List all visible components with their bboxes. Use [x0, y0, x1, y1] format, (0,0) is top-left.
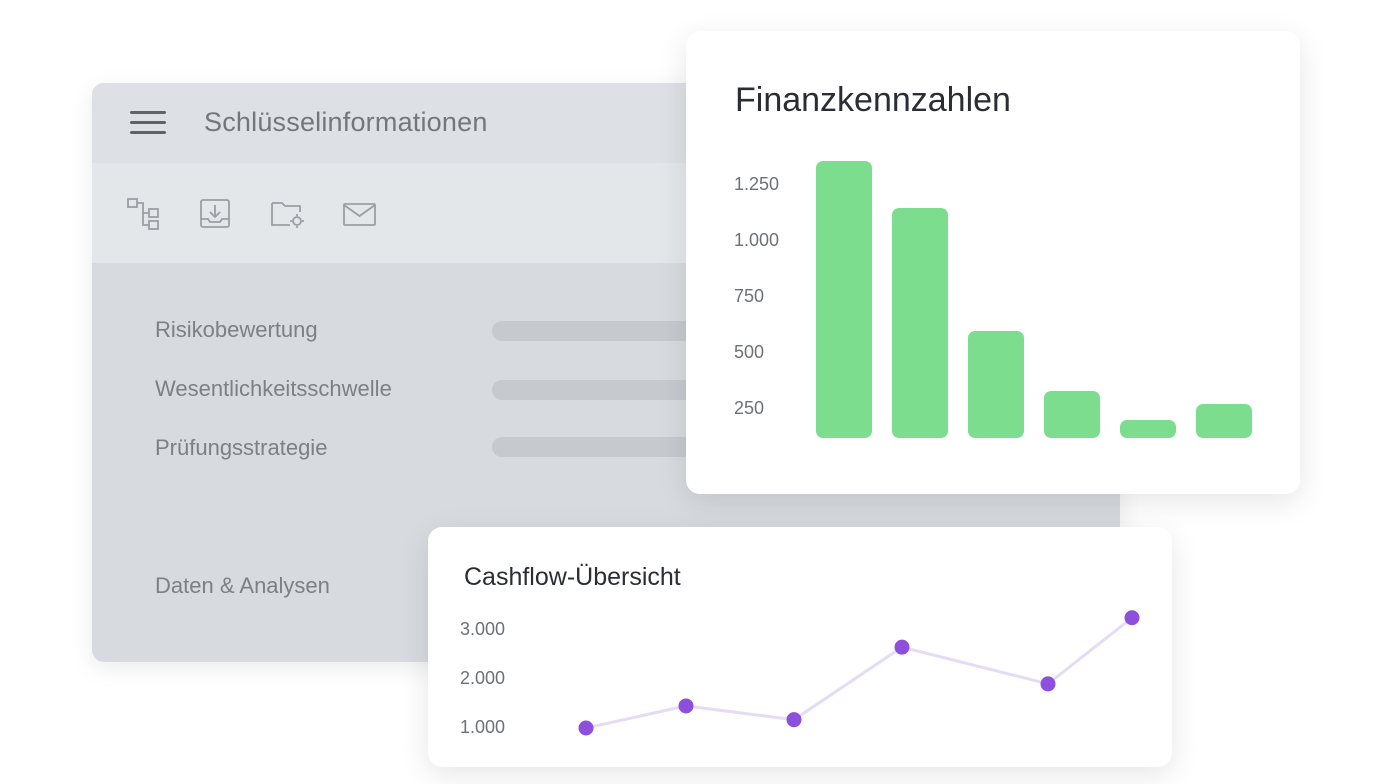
data-analytics-section-label: Daten & Analysen — [155, 573, 330, 598]
download-tray-icon[interactable] — [198, 197, 234, 231]
y-tick-label: 1.000 — [460, 717, 506, 737]
mail-icon[interactable] — [342, 197, 378, 231]
y-tick-label: 750 — [734, 286, 765, 307]
y-tick-label: 500 — [734, 342, 765, 363]
bar — [1196, 404, 1252, 438]
y-tick-label: 1.000 — [734, 230, 780, 251]
folder-settings-icon[interactable] — [270, 197, 306, 231]
chart-title: Finanzkennzahlen — [735, 81, 1011, 119]
data-point — [678, 698, 694, 714]
field-label-audit-strategy: Prüfungsstrategie — [155, 435, 328, 460]
series-line — [585, 616, 1133, 730]
bar — [816, 160, 872, 438]
window-title: Schlüsselinformationen — [204, 107, 488, 137]
bar — [892, 207, 948, 438]
financial-metrics-card: Finanzkennzahlen 1.250 1.000 750 500 250 — [686, 31, 1300, 494]
bar — [1120, 420, 1176, 438]
data-point — [894, 639, 910, 655]
data-point — [786, 712, 802, 728]
hierarchy-icon[interactable] — [127, 197, 163, 231]
data-point — [578, 720, 594, 736]
y-tick-label: 2.000 — [460, 668, 506, 688]
cashflow-overview-card: Cashflow-Übersicht 3.000 2.000 1.000 — [428, 527, 1172, 767]
hamburger-menu-icon[interactable] — [130, 111, 166, 135]
data-point — [1124, 610, 1140, 626]
field-label-risk-assessment: Risikobewertung — [155, 317, 318, 342]
y-tick-label: 1.250 — [734, 174, 780, 195]
chart-title: Cashflow-Übersicht — [464, 563, 681, 591]
y-tick-label: 3.000 — [460, 619, 506, 639]
bar — [1044, 391, 1100, 438]
field-label-materiality-threshold: Wesentlichkeitsschwelle — [155, 376, 392, 401]
data-point — [1040, 676, 1056, 692]
bar — [968, 330, 1024, 438]
cashflow-line-chart — [578, 610, 1140, 736]
y-tick-label: 250 — [734, 397, 765, 418]
